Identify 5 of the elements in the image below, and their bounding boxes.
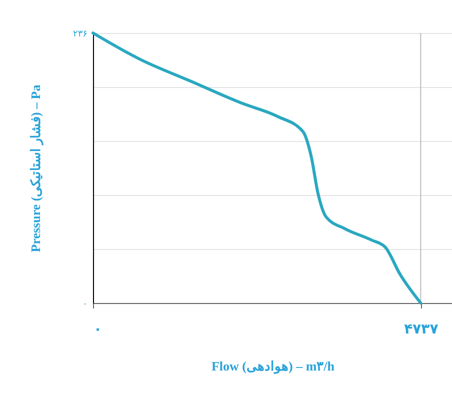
y-tick-label: ۲۳۶ <box>72 30 88 40</box>
x-tick-label: ۴۷۳۷ <box>404 322 439 338</box>
y-axis-title: Pressure (فشار استاتیکی) – Pa <box>28 84 44 252</box>
line-series <box>92 32 422 304</box>
x-axis-title: Flow (هوادهی) – m۳/h <box>211 358 336 374</box>
